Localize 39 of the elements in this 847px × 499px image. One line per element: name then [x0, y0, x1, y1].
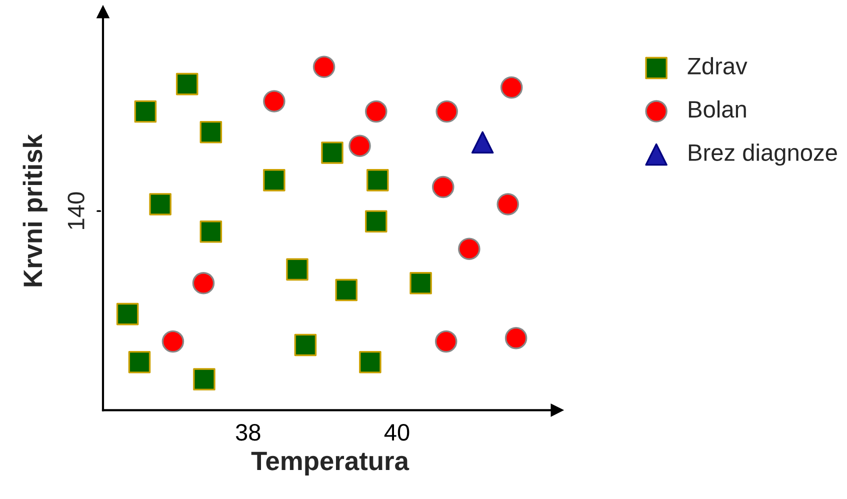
point [193, 368, 216, 390]
point [471, 131, 494, 154]
point [263, 90, 286, 112]
legend-label: Brez diagnoze [688, 144, 837, 166]
point [365, 100, 388, 123]
point [458, 238, 480, 260]
point [286, 258, 308, 281]
y-axis-title: Krvni pritisk [22, 134, 48, 286]
legend-label: Bolan [688, 100, 746, 118]
point [348, 134, 371, 157]
point [294, 334, 317, 356]
point [263, 169, 286, 192]
point [128, 350, 151, 374]
point [335, 278, 358, 302]
point [134, 100, 157, 123]
point [162, 330, 184, 353]
point [436, 100, 458, 123]
point [366, 169, 389, 192]
text: 140 [68, 192, 84, 229]
point [434, 330, 458, 353]
point [359, 350, 382, 374]
point [432, 176, 454, 198]
point [500, 76, 523, 99]
legend-label: Zdrav [688, 57, 748, 74]
point [200, 220, 222, 243]
point [200, 120, 222, 144]
point [365, 210, 388, 233]
point [504, 326, 528, 350]
point [321, 142, 344, 164]
x-tick-label: 38 [236, 424, 260, 441]
point [192, 272, 215, 294]
point [176, 72, 198, 96]
x-tick-label: 40 [384, 424, 410, 441]
point [312, 56, 336, 78]
point [116, 302, 139, 326]
point [410, 272, 432, 294]
point [496, 193, 519, 216]
x-axis-title: Temperatura [251, 452, 410, 476]
point [149, 193, 172, 216]
